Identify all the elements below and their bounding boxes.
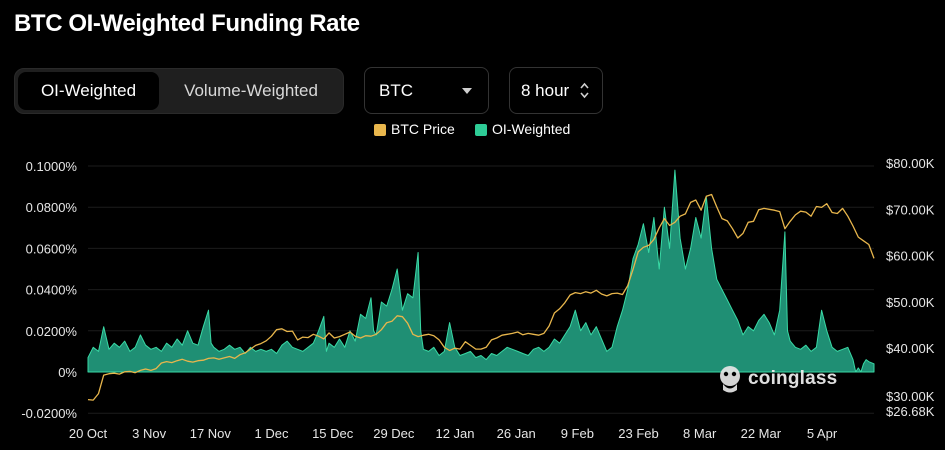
left-axis-tick: 0.0200%	[26, 324, 78, 339]
right-axis-tick: $80.00K	[886, 156, 935, 171]
x-axis-tick: 29 Dec	[373, 426, 415, 441]
volume-weighted-tab[interactable]: Volume-Weighted	[184, 81, 318, 100]
x-axis-tick: 3 Nov	[132, 426, 166, 441]
right-axis-tick: $40.00K	[886, 341, 935, 356]
x-axis-tick: 12 Jan	[435, 426, 474, 441]
x-axis-tick: 1 Dec	[255, 426, 289, 441]
legend-label-oi-weighted[interactable]: OI-Weighted	[492, 121, 571, 137]
interval-select-value: 8 hour	[521, 81, 570, 100]
right-axis-tick: $50.00K	[886, 295, 935, 310]
right-axis-tick: $26.68K	[886, 404, 935, 419]
x-axis-tick: 9 Feb	[561, 426, 594, 441]
right-axis-tick: $70.00K	[886, 202, 935, 217]
left-axis-tick: 0%	[58, 365, 77, 380]
left-axis-tick: 0.0400%	[26, 283, 78, 298]
left-axis-tick: 0.0800%	[26, 200, 78, 215]
coinglass-logo-icon	[720, 366, 740, 393]
chart-legend: BTC Price OI-Weighted	[0, 120, 945, 140]
interval-select[interactable]: 8 hour	[509, 67, 603, 114]
x-axis-tick: 8 Mar	[683, 426, 717, 441]
x-axis-tick: 15 Dec	[312, 426, 354, 441]
x-axis-tick: 23 Feb	[618, 426, 658, 441]
coin-select-value: BTC	[379, 81, 413, 100]
x-axis-tick: 17 Nov	[190, 426, 232, 441]
x-axis-tick: 5 Apr	[807, 426, 838, 441]
left-axis-tick: -0.0200%	[21, 406, 77, 421]
legend-swatch-btc-price	[374, 124, 386, 136]
x-axis-tick: 22 Mar	[741, 426, 782, 441]
caret-down-icon	[462, 88, 472, 94]
funding-area	[87, 169, 875, 373]
legend-swatch-oi-weighted	[475, 124, 487, 136]
left-axis-tick: 0.1000%	[26, 159, 78, 174]
coinglass-watermark-text: coinglass	[748, 368, 838, 389]
page-title: BTC OI-Weighted Funding Rate	[14, 10, 360, 37]
legend-label-btc-price[interactable]: BTC Price	[391, 121, 455, 137]
right-axis-tick: $30.00K	[886, 389, 935, 404]
x-axis-tick: 26 Jan	[497, 426, 536, 441]
left-axis-tick: 0.0600%	[26, 241, 78, 256]
right-axis-tick: $60.00K	[886, 249, 935, 264]
up-down-chevron-icon	[580, 82, 589, 99]
coin-select[interactable]: BTC	[364, 67, 489, 114]
oi-weighted-tab[interactable]: OI-Weighted	[18, 72, 159, 110]
weighting-toggle: OI-Weighted Volume-Weighted	[14, 68, 344, 114]
x-axis-tick: 20 Oct	[69, 426, 108, 441]
